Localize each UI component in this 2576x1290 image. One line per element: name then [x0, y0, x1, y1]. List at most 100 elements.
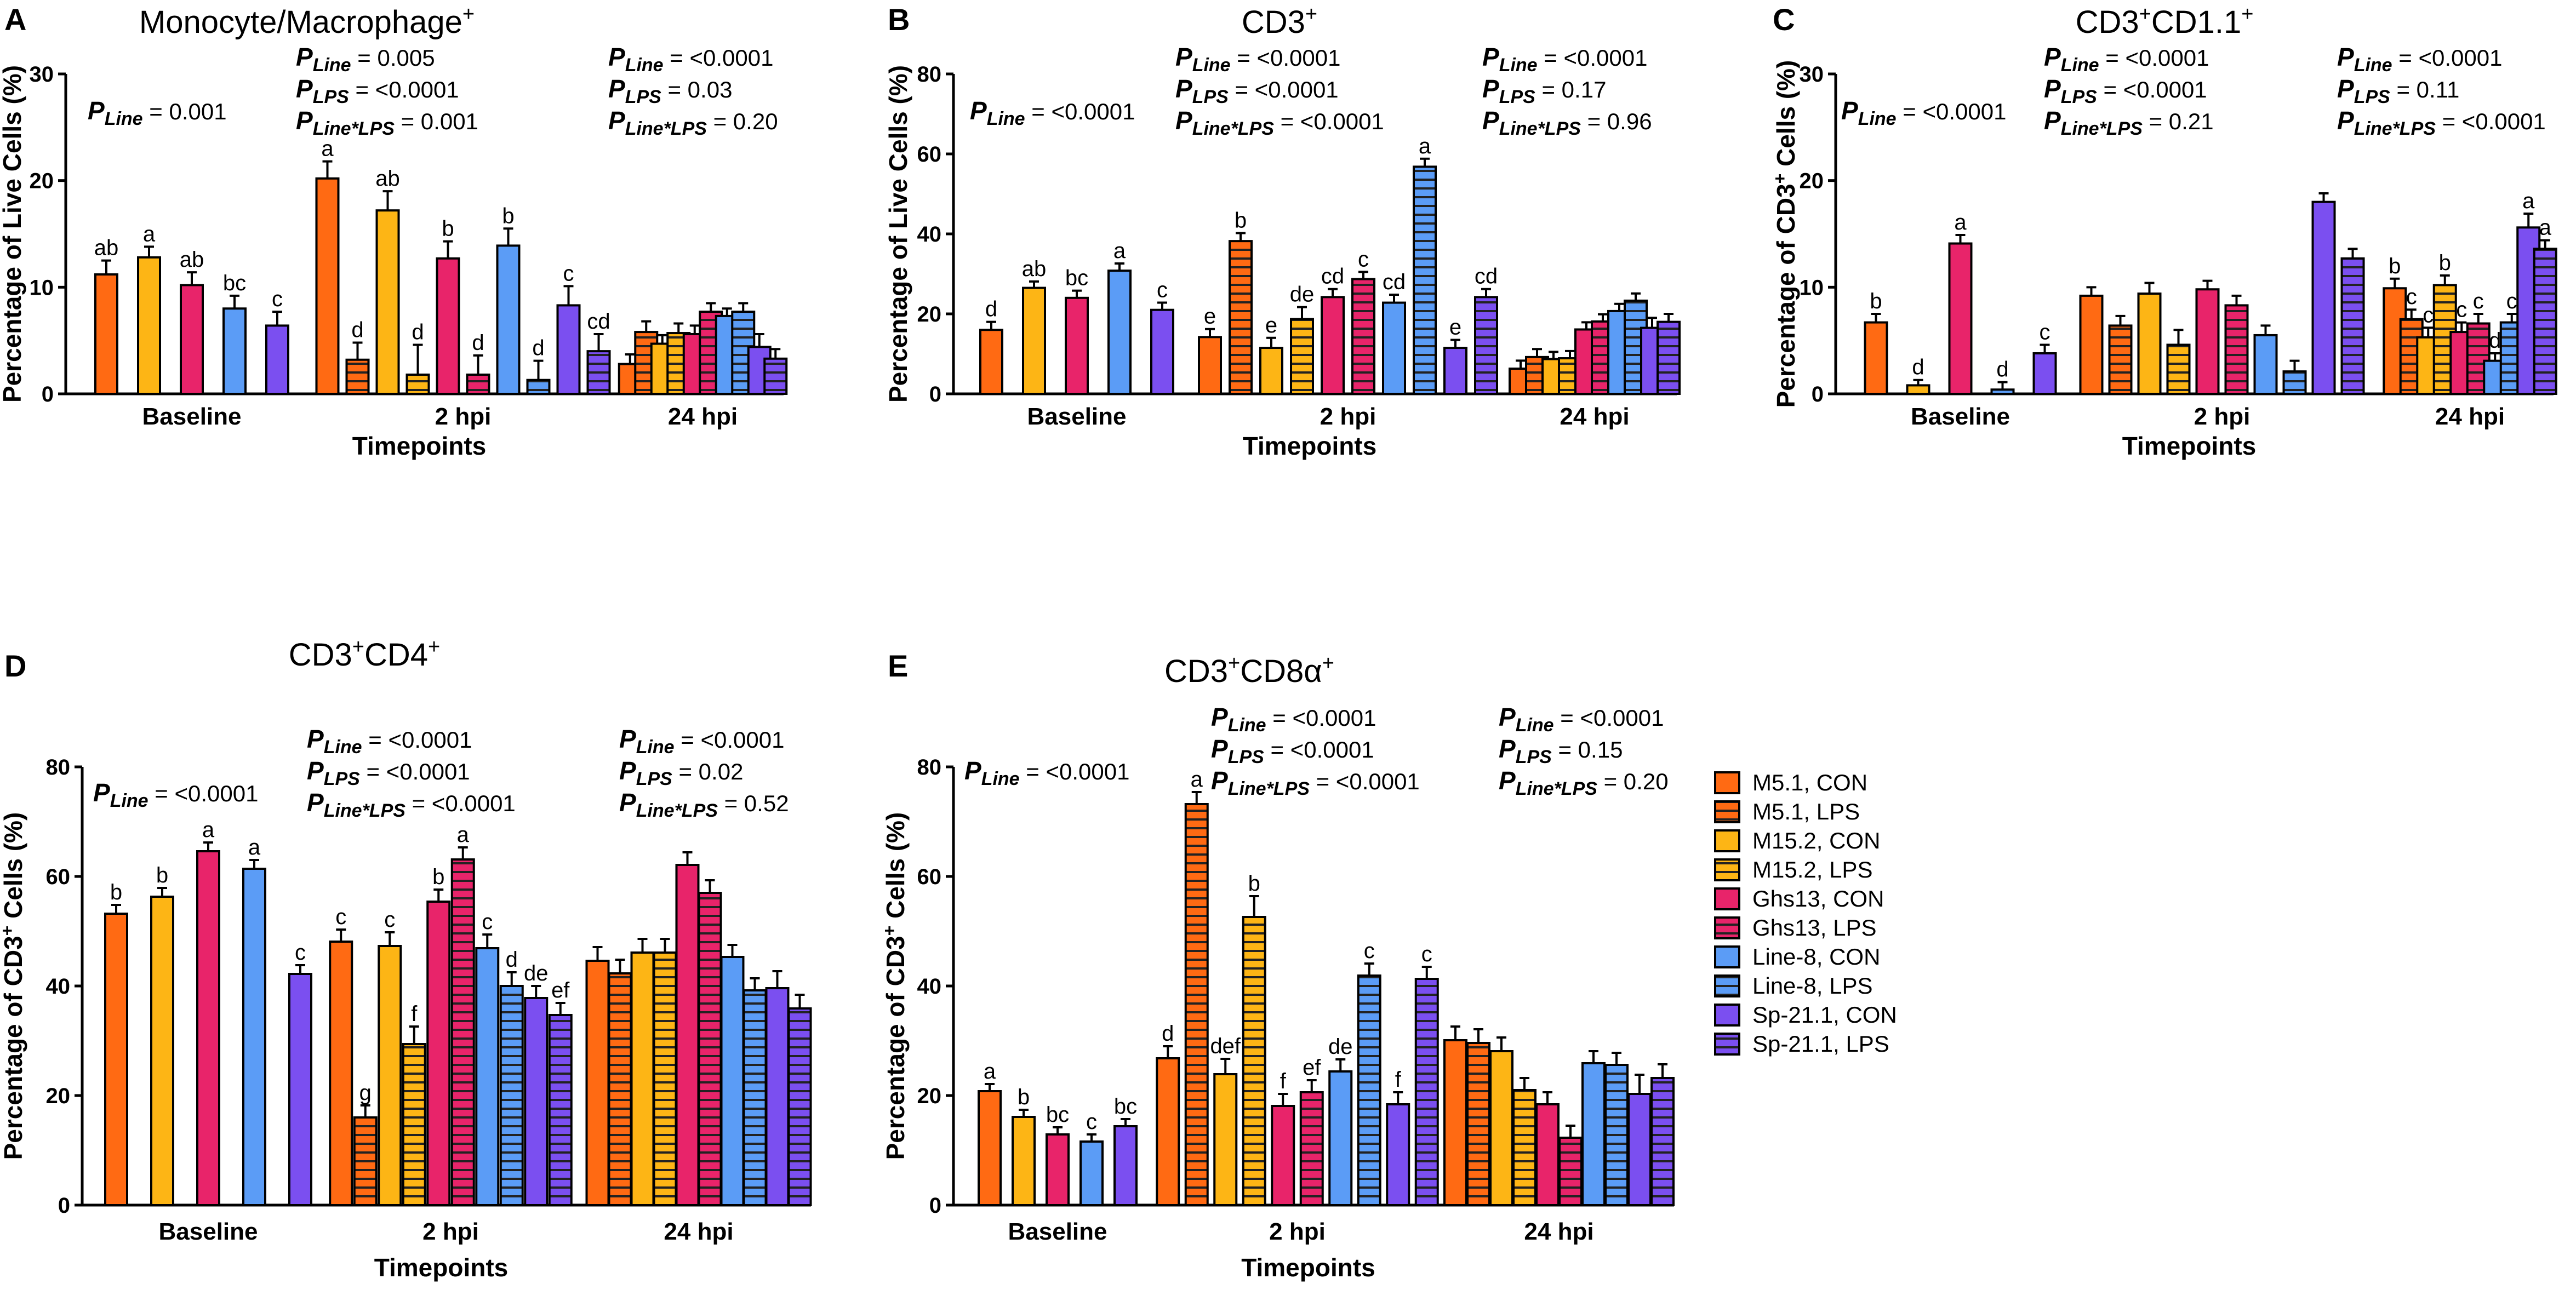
- bar: [405, 373, 430, 395]
- significance-letter: f: [1395, 1068, 1402, 1092]
- significance-letter: c: [2406, 285, 2417, 309]
- stat-line: PLine = <0.0001: [1211, 703, 1376, 736]
- bar: [104, 913, 128, 1206]
- bar-line-8-con: b: [496, 204, 521, 395]
- stat-line: PLine = <0.0001: [964, 756, 1129, 789]
- y-tick-label: 0: [42, 382, 54, 406]
- bar: [1535, 1103, 1560, 1206]
- bar-sp-21-1-con: e: [1443, 315, 1467, 395]
- bar: [378, 945, 402, 1206]
- legend-item-m15-2-con: M15.2, CON: [1714, 828, 1880, 853]
- category-label: 24 hpi: [664, 1218, 733, 1245]
- legend-item-sp-21-1-lps: Sp-21.1, LPS: [1714, 1031, 1889, 1057]
- y-tick-label: 10: [1800, 276, 1824, 300]
- bar: [978, 1090, 1002, 1206]
- bar: [1065, 296, 1089, 395]
- legend-swatch: [1714, 1004, 1740, 1027]
- category-label: 2 hpi: [1320, 403, 1376, 430]
- significance-letter: bc: [1065, 266, 1088, 290]
- bar-ghs13-con: [1535, 1091, 1560, 1206]
- bar-m15-2-lps: d: [405, 320, 430, 395]
- bar-m5-1-lps: g: [353, 1081, 378, 1206]
- stat-line: PLine*LPS = <0.0001: [307, 788, 516, 821]
- stat-line: PLine = 0.005: [296, 43, 435, 76]
- bar: [1512, 1089, 1537, 1206]
- significance-letter: a: [1954, 210, 1967, 234]
- legend-item-line-8-con: Line-8, CON: [1714, 944, 1880, 970]
- panel-letter: C: [1773, 2, 1795, 37]
- x-axis-title: Timepoints: [352, 432, 487, 460]
- bar-ghs13-lps: [1558, 1125, 1583, 1206]
- category-label: 24 hpi: [1524, 1218, 1593, 1245]
- bar-m5-1-lps: a: [1184, 767, 1209, 1206]
- significance-letter: bc: [1114, 1094, 1137, 1119]
- significance-letter: e: [1265, 313, 1277, 337]
- bar: [315, 177, 340, 395]
- y-tick-label: 60: [917, 142, 942, 167]
- bar: [2195, 288, 2220, 395]
- significance-letter: c: [2040, 320, 2050, 344]
- bar-line-8-con: c: [475, 910, 500, 1206]
- bar-m15-2-con: b: [150, 863, 174, 1206]
- bar-m15-2-con: def: [1210, 1034, 1241, 1206]
- y-tick-label: 40: [917, 222, 942, 246]
- bar: [2166, 343, 2191, 395]
- legend-swatch: [1714, 771, 1740, 794]
- bar-m5-1-con: ab: [94, 236, 118, 395]
- stat-line: PLine = <0.0001: [1482, 43, 1647, 76]
- bar: [375, 209, 400, 395]
- significance-letter: b: [1248, 872, 1260, 896]
- bar: [150, 896, 174, 1206]
- bar: [1489, 1050, 1513, 1206]
- bar: [1198, 336, 1222, 395]
- significance-letter: d: [2489, 329, 2501, 353]
- bar-line-8-con: bc: [222, 271, 247, 395]
- bar-m5-1-con: [1443, 1025, 1467, 1206]
- significance-letter: a: [1191, 767, 1203, 792]
- bar: [742, 989, 767, 1206]
- stat-line: PLPS = <0.0001: [1211, 735, 1374, 767]
- significance-letter: d: [351, 318, 363, 342]
- significance-letter: a: [2539, 216, 2552, 240]
- bar-sp-21-1-lps: a: [2533, 216, 2557, 395]
- y-tick-label: 30: [1800, 62, 1824, 87]
- bar-line-8-lps: d: [526, 336, 551, 395]
- bar: [2253, 334, 2278, 395]
- y-axis-title: Percentage of CD3+ Cells (%): [1770, 60, 1800, 408]
- legend-label: M5.1, CON: [1752, 770, 1867, 795]
- stat-line: PLine = <0.0001: [970, 96, 1135, 129]
- bar: [1107, 270, 1132, 395]
- bar: [1650, 1077, 1675, 1206]
- bar-m15-2-lps: [653, 938, 677, 1206]
- bar-line-8-con: cd: [1382, 270, 1406, 395]
- category-label: 2 hpi: [2194, 403, 2251, 430]
- significance-letter: a: [1113, 239, 1126, 263]
- y-tick-label: 80: [917, 755, 942, 779]
- legend: M5.1, CON M5.1, LPS M15.2, CON M15.2, LPS Gh…: [1714, 770, 1897, 1057]
- bar-m15-2-con: e: [1259, 313, 1283, 395]
- significance-letter: ab: [1022, 257, 1047, 281]
- bar: [1948, 242, 1973, 395]
- bar: [1271, 1105, 1295, 1206]
- bar-ghs13-con: a: [1948, 210, 1973, 395]
- significance-letter: a: [457, 823, 470, 847]
- bar: [2079, 294, 2104, 395]
- stat-line: PLine*LPS = 0.52: [619, 788, 789, 821]
- bar-line-8-lps: [1604, 1052, 1629, 1206]
- significance-letter: g: [359, 1081, 372, 1105]
- bar: [1012, 1116, 1036, 1206]
- significance-letter: d: [1996, 358, 2008, 382]
- y-tick-label: 20: [46, 1084, 71, 1108]
- category-label: 24 hpi: [2435, 403, 2505, 430]
- bar: [1864, 321, 1888, 395]
- significance-letter: ef: [1303, 1056, 1321, 1080]
- significance-letter: c: [2423, 303, 2434, 327]
- bar: [496, 244, 521, 395]
- y-axis-title: Percentage of CD3+ Cells (%): [0, 812, 27, 1160]
- significance-letter: c: [563, 261, 574, 285]
- significance-letter: c: [335, 905, 346, 929]
- bar: [1079, 1140, 1104, 1206]
- significance-letter: d: [1162, 1022, 1174, 1046]
- legend-swatch: [1714, 1033, 1740, 1056]
